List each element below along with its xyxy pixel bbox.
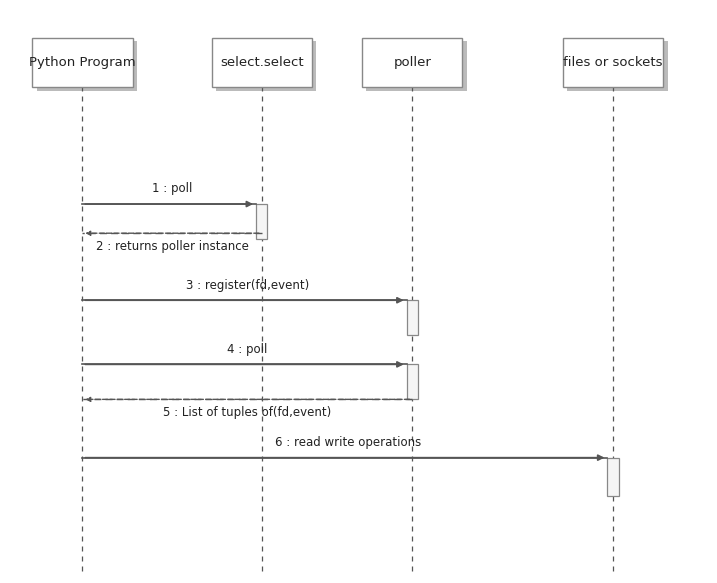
Bar	[607, 458, 619, 496]
Text: 5 : List of tuples of(fd,event): 5 : List of tuples of(fd,event)	[163, 406, 331, 419]
Bar	[32, 38, 133, 87]
Text: 1 : poll: 1 : poll	[152, 182, 192, 195]
Bar	[256, 204, 267, 239]
Text: files or sockets: files or sockets	[564, 56, 663, 69]
Text: 2 : returns poller instance: 2 : returns poller instance	[95, 240, 249, 253]
Bar	[407, 364, 418, 399]
Bar	[212, 38, 312, 87]
Bar	[37, 41, 137, 91]
Bar	[366, 41, 467, 91]
Text: 3 : register(fd,event): 3 : register(fd,event)	[186, 279, 309, 292]
Bar	[362, 38, 462, 87]
Bar	[407, 300, 418, 335]
Bar	[563, 38, 663, 87]
Text: 4 : poll: 4 : poll	[227, 343, 267, 356]
Text: poller: poller	[394, 56, 431, 69]
Text: select.select: select.select	[220, 56, 303, 69]
Bar	[216, 41, 316, 91]
Text: Python Program: Python Program	[29, 56, 136, 69]
Bar	[567, 41, 668, 91]
Text: 6 : read write operations: 6 : read write operations	[275, 436, 421, 449]
